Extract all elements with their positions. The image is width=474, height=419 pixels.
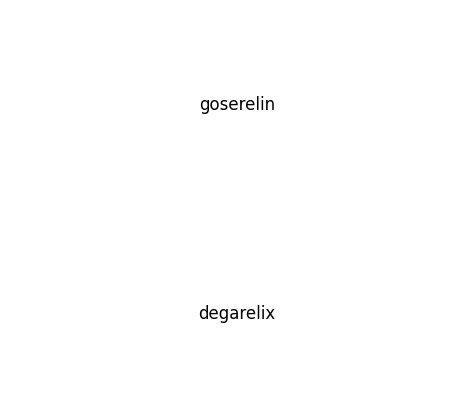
Text: goserelin: goserelin [199, 96, 275, 114]
Text: degarelix: degarelix [199, 305, 275, 323]
